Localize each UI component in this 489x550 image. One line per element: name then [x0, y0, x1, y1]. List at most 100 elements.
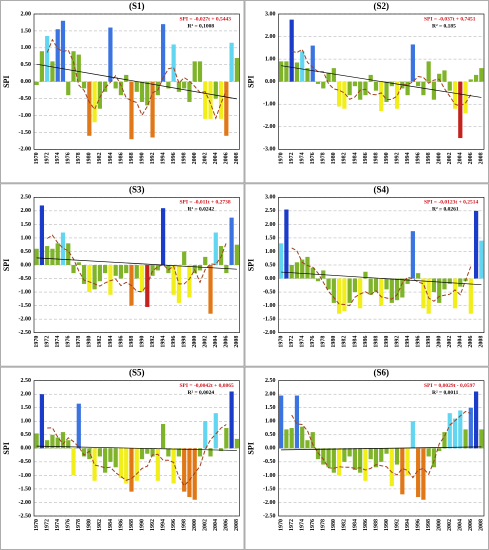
bar [234, 438, 239, 449]
bar [310, 432, 315, 449]
y-tick-label: 0.50 [265, 432, 276, 438]
bar [166, 448, 171, 457]
bar [358, 448, 363, 473]
y-tick-label: -1.50 [19, 130, 32, 136]
r-squared: R² = 0,0024 [188, 390, 215, 396]
panel-border [0, 0, 245, 184]
bar [284, 209, 289, 279]
bar [50, 61, 55, 82]
bar [97, 448, 102, 457]
y-tick-label: 0.00 [21, 262, 32, 268]
y-tick-label: -2.50 [19, 513, 32, 519]
r-squared: R² = 0,1008 [188, 23, 215, 29]
bar [203, 421, 208, 449]
bar [458, 81, 463, 139]
y-tick-label: 0.00 [265, 276, 276, 282]
y-tick-label: 2.00 [265, 392, 276, 398]
bar [118, 265, 124, 279]
bar [34, 433, 39, 449]
bar [81, 81, 87, 89]
x-tick-label: 2004 [213, 152, 219, 164]
bar [182, 251, 187, 265]
x-tick-label: 1988 [373, 152, 379, 164]
bar [410, 421, 415, 449]
x-tick-label: 1990 [384, 152, 390, 164]
bar [103, 81, 108, 92]
bar [150, 265, 155, 276]
plot-frame [33, 13, 240, 150]
y-tick-label: 1.50 [21, 28, 32, 34]
bar [145, 81, 150, 106]
x-tick-label: 2008 [234, 336, 240, 348]
bar [394, 448, 400, 465]
bar [129, 448, 134, 492]
bar [208, 81, 213, 119]
y-tick-label: 2.50 [265, 378, 276, 384]
bar [431, 278, 437, 293]
trend-line [281, 446, 482, 451]
bar [160, 208, 166, 265]
x-tick-label: 1986 [363, 519, 369, 531]
x-tick-label: 1976 [66, 519, 72, 531]
x-tick-label: 1986 [118, 519, 124, 531]
x-tick-label: 1970 [279, 336, 285, 348]
x-tick-label: 2000 [192, 336, 198, 348]
x-tick-label: 1984 [108, 519, 114, 531]
bar [442, 70, 447, 82]
bar [279, 61, 284, 82]
x-tick-label: 1998 [426, 519, 432, 531]
chart-title: (S6) [374, 368, 390, 378]
bar [92, 81, 97, 123]
x-tick-label: 1990 [139, 152, 145, 164]
bar [405, 81, 410, 96]
x-tick-label: 1992 [394, 336, 400, 348]
bar [124, 265, 129, 274]
x-tick-label: 1998 [182, 519, 188, 531]
x-tick-label: 1988 [129, 519, 135, 531]
x-tick-label: 1986 [118, 336, 124, 348]
moving-average [47, 424, 227, 487]
bar [71, 51, 76, 82]
bar [182, 81, 187, 89]
y-tick-label: 2.50 [21, 378, 32, 384]
bar [431, 81, 437, 100]
plot-frame [278, 380, 485, 517]
bar [331, 68, 336, 82]
plot-frame [33, 380, 240, 517]
bar [92, 448, 97, 481]
x-tick-label: 1994 [160, 336, 166, 348]
x-tick-label: 1978 [76, 152, 82, 164]
bar [213, 232, 218, 265]
x-tick-label: 1982 [342, 336, 348, 348]
x-tick-label: 1988 [129, 152, 135, 164]
bar [394, 278, 400, 301]
r-squared: R² = 0,0261 [432, 207, 459, 213]
bar [289, 265, 294, 279]
bar [229, 42, 234, 82]
y-axis-label: SPI [2, 259, 11, 271]
x-tick-label: 1986 [363, 152, 369, 164]
bar [452, 81, 458, 109]
bar [321, 81, 326, 89]
bar [139, 265, 145, 293]
bar [155, 81, 160, 96]
bar [336, 81, 342, 107]
bar [182, 448, 187, 492]
x-tick-label: 1972 [45, 336, 51, 348]
bar [134, 81, 139, 92]
x-tick-label: 1992 [150, 336, 156, 348]
y-tick-label: 2.00 [21, 392, 32, 398]
x-tick-label: 2004 [213, 336, 219, 348]
bar [410, 44, 415, 82]
bar [426, 448, 431, 457]
bar [452, 278, 458, 309]
y-axis-label: SPI [246, 259, 255, 271]
x-tick-label: 1970 [279, 519, 285, 531]
x-tick-label: 1970 [34, 519, 40, 531]
bar [124, 448, 129, 484]
bar [103, 265, 108, 274]
bar [113, 81, 118, 89]
x-tick-label: 1982 [97, 336, 103, 348]
y-tick-label: 0.00 [21, 446, 32, 452]
bar [479, 429, 484, 449]
